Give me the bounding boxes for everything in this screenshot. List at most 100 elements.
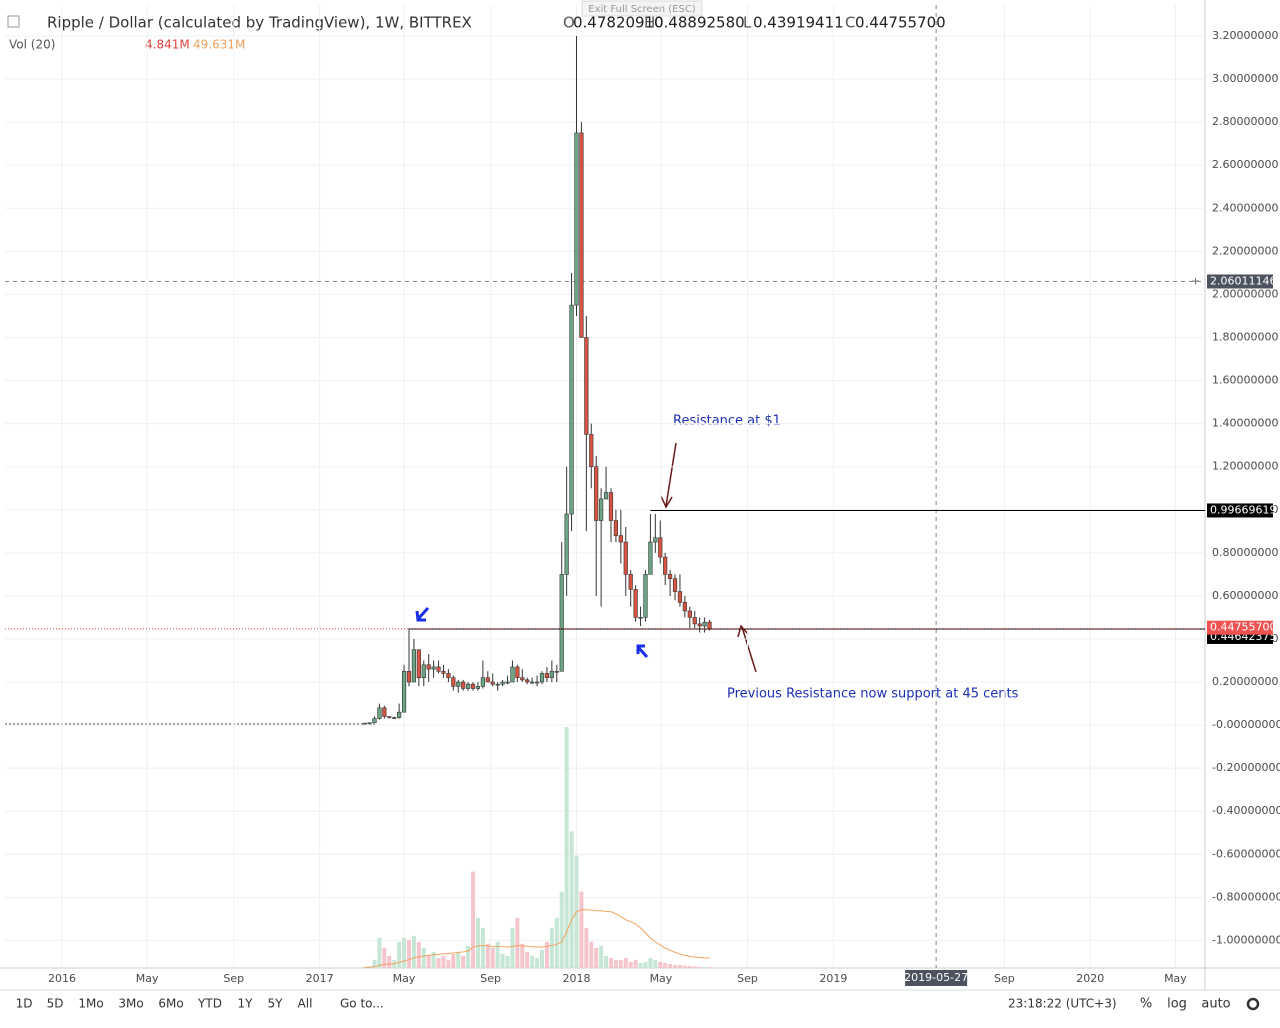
last-price-label: 0.44755700 xyxy=(1210,621,1276,634)
candle-body xyxy=(520,677,525,681)
interval-button[interactable]: All xyxy=(298,997,313,1011)
option-button[interactable]: log xyxy=(1167,997,1187,1012)
candle-body xyxy=(416,649,421,679)
candle-body xyxy=(534,681,540,684)
volume-bar xyxy=(584,927,589,968)
x-tick-label: 2018 xyxy=(562,972,590,985)
volume-bar xyxy=(643,961,648,968)
ma-last: 49.631M xyxy=(193,38,245,52)
volume-bar xyxy=(682,965,687,968)
interval-button[interactable]: 3Mo xyxy=(118,997,143,1011)
candle-body xyxy=(668,574,673,579)
y-tick-label: 3.20000000 xyxy=(1212,29,1278,42)
candle-body xyxy=(377,707,382,719)
candle-body xyxy=(682,602,687,612)
volume-bar xyxy=(613,959,618,968)
volume-bar xyxy=(579,891,584,968)
option-button[interactable]: % xyxy=(1140,997,1152,1012)
y-tick-label: 2.00000000 xyxy=(1212,287,1278,300)
volume-bar xyxy=(451,953,456,968)
candle-body xyxy=(461,681,466,689)
y-tick-label: 2.80000000 xyxy=(1212,115,1278,128)
candle-body xyxy=(441,670,446,674)
y-tick-label: 2.40000000 xyxy=(1212,201,1278,214)
candle-body xyxy=(495,683,500,686)
y-tick-label: 2.60000000 xyxy=(1212,158,1278,171)
option-button[interactable]: auto xyxy=(1201,997,1230,1012)
candle-body xyxy=(653,537,658,543)
volume-bar xyxy=(702,966,707,968)
volume-bar xyxy=(461,955,466,968)
candle-body xyxy=(599,498,604,521)
candle-body xyxy=(574,132,579,306)
candle-body xyxy=(539,673,545,683)
volume-bar xyxy=(628,961,633,968)
candle-body xyxy=(623,541,628,575)
resistance-box xyxy=(1207,503,1273,518)
candle-body xyxy=(638,617,643,619)
candle-body xyxy=(692,617,697,625)
ohlc-value: 0.44755700 xyxy=(855,14,946,32)
exit-fullscreen[interactable] xyxy=(581,0,703,17)
interval-button[interactable]: 5D xyxy=(47,997,64,1011)
candle-body xyxy=(613,520,619,536)
volume-bar xyxy=(589,941,594,968)
volume-bar xyxy=(604,955,609,968)
crosshair-x-label: 2019-05-27 xyxy=(904,971,968,984)
volume-last: 4.841M xyxy=(145,38,190,52)
volume-bar xyxy=(697,966,702,968)
y-tick-label: 3.00000000 xyxy=(1212,72,1278,85)
interval-button[interactable]: 1Y xyxy=(238,997,254,1011)
y-tick-label: 0.20000000 xyxy=(1212,675,1278,688)
interval-button[interactable]: 6Mo xyxy=(158,997,183,1011)
volume-ma xyxy=(364,909,710,968)
candle-body xyxy=(456,681,461,687)
volume-bar xyxy=(530,955,535,968)
interval-button[interactable]: YTD xyxy=(197,997,222,1011)
volume-bar xyxy=(687,965,692,968)
settings-icon[interactable] xyxy=(1246,997,1260,1011)
y-tick-label: -1.00000000 xyxy=(1212,933,1280,946)
x-tick-label: Sep xyxy=(737,972,758,985)
volume-bar xyxy=(618,959,623,968)
collapse-icon[interactable] xyxy=(7,15,20,28)
interval-button[interactable]: 5Y xyxy=(268,997,284,1011)
candle-body xyxy=(608,492,614,521)
candle-body xyxy=(411,649,417,683)
candle-body xyxy=(569,304,574,515)
candle-body xyxy=(544,673,550,679)
volume-bar xyxy=(633,959,638,968)
ohlc-key: H xyxy=(644,14,655,32)
volume-bar xyxy=(544,941,549,968)
interval-button[interactable]: 1Mo xyxy=(78,997,103,1011)
candle-body xyxy=(697,623,702,627)
volume-bar xyxy=(441,955,446,968)
volume-bar xyxy=(475,917,480,968)
candle-body xyxy=(392,717,397,719)
interval-button[interactable]: 1D xyxy=(16,997,33,1011)
volume-bar xyxy=(668,963,673,968)
x-tick-label: Sep xyxy=(223,972,244,985)
candle-body xyxy=(707,621,712,630)
candle-body xyxy=(470,683,476,689)
volume-bar xyxy=(466,945,471,968)
volume-bar xyxy=(416,941,421,968)
candle-body xyxy=(554,670,559,673)
crosshair-y-box xyxy=(1207,274,1273,289)
candle-body xyxy=(525,679,530,683)
x-tick-label: Sep xyxy=(994,972,1015,985)
exit-fullscreen-label[interactable]: Exit Full Screen (ESC) xyxy=(588,4,696,15)
goto-button[interactable]: Go to... xyxy=(340,997,384,1011)
arrows xyxy=(660,442,757,673)
candle-body xyxy=(500,681,505,685)
volume-bar xyxy=(673,964,678,968)
volume-bar xyxy=(638,962,643,968)
candle-body xyxy=(382,707,387,717)
ohlc-key: L xyxy=(743,14,752,32)
volume-bar xyxy=(525,951,530,968)
volume-bar xyxy=(426,955,431,968)
volume-bar xyxy=(382,947,387,968)
candle-body xyxy=(372,718,377,724)
